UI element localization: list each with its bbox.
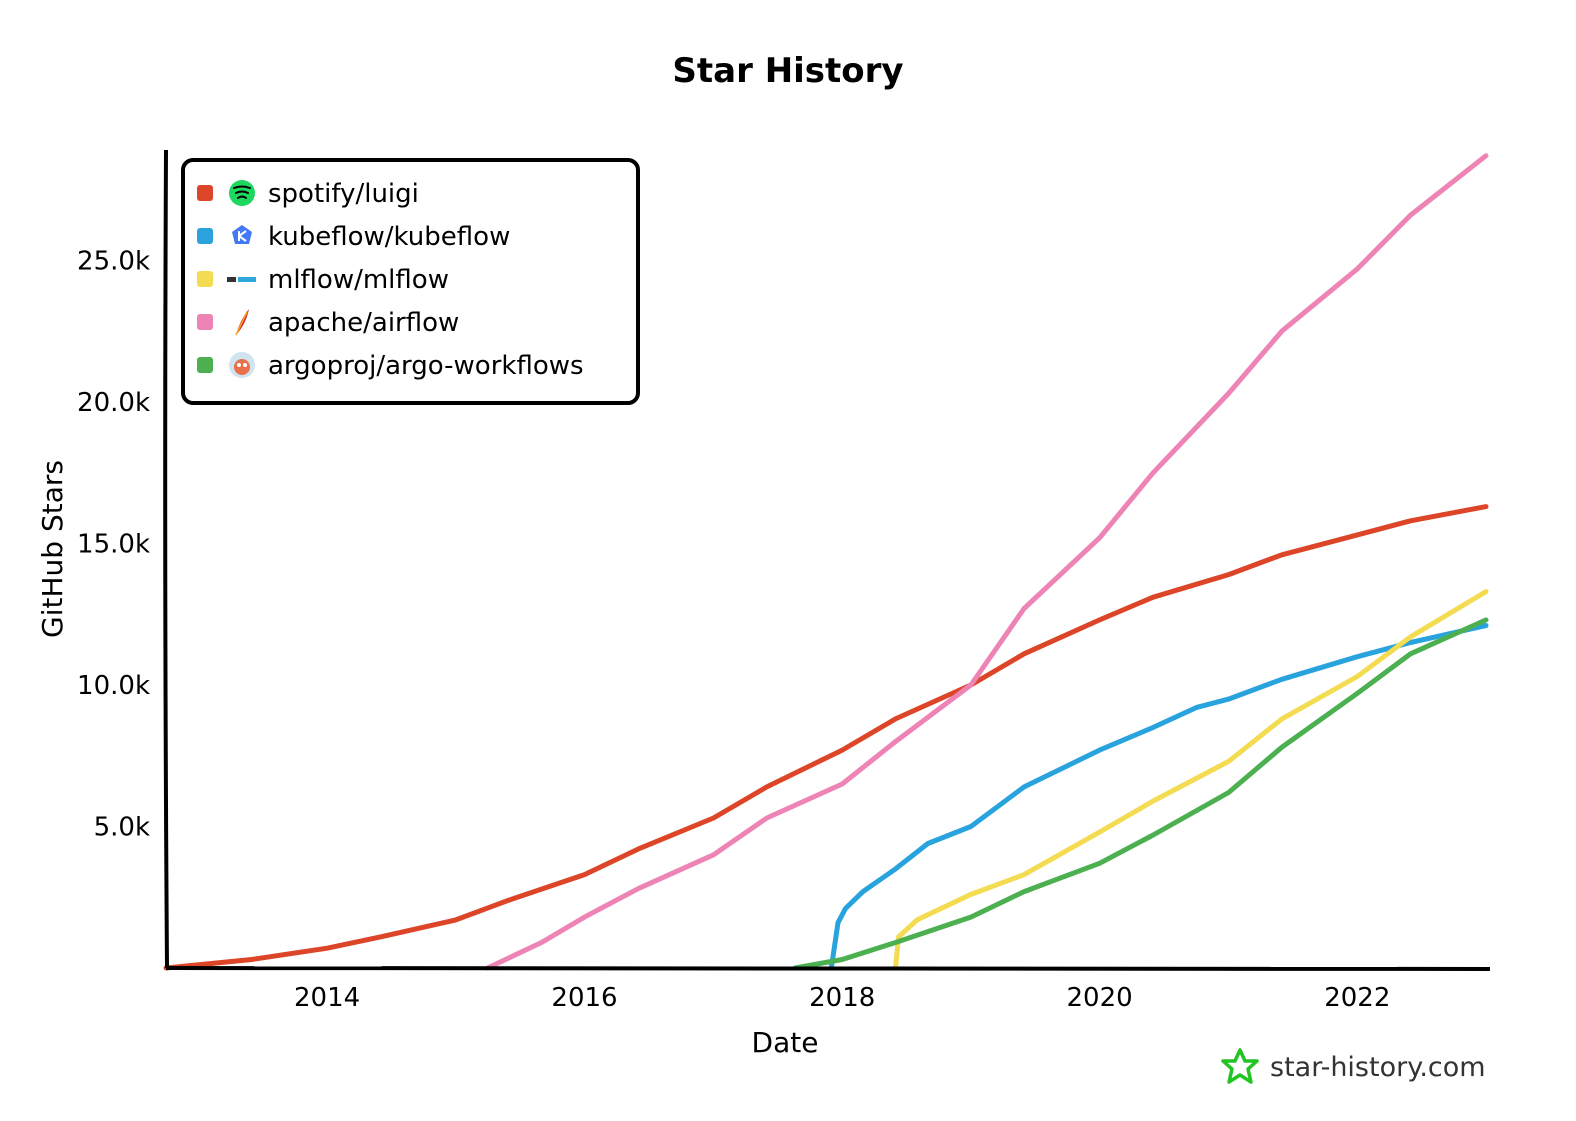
- x-tick-label: 2016: [551, 983, 617, 1013]
- kubeflow-logo-icon: [232, 225, 252, 244]
- series-line-argoproj-argo-workflows: [792, 617, 1489, 971]
- y-tick-label: 25.0k: [77, 246, 150, 276]
- y-tick-label: 10.0k: [77, 671, 150, 701]
- legend-label: apache/airflow: [268, 308, 459, 338]
- star-history-logo-icon: [1221, 1048, 1259, 1084]
- chart-title: Star History: [672, 51, 903, 91]
- legend: spotify/luigi kubeflow/kubeflow mlflow/mlf…: [181, 158, 640, 405]
- x-axis-line: [165, 965, 1491, 971]
- y-axis-line: [163, 149, 169, 969]
- y-axis-ticks: 5.0k 10.0k 15.0k 20.0k 25.0k: [77, 246, 150, 842]
- star-history-watermark[interactable]: star-history.com: [1221, 1048, 1486, 1084]
- legend-label: mlflow/mlflow: [268, 265, 449, 295]
- x-tick-label: 2014: [294, 983, 360, 1013]
- mlflow-logo-icon: [227, 277, 256, 282]
- watermark-text: star-history.com: [1270, 1052, 1486, 1083]
- x-tick-label: 2020: [1067, 983, 1133, 1013]
- legend-swatch: [197, 314, 213, 330]
- series-line-kubeflow-kubeflow: [828, 623, 1489, 971]
- legend-swatch: [197, 271, 213, 287]
- y-tick-label: 15.0k: [77, 529, 150, 559]
- legend-swatch: [197, 228, 213, 244]
- legend-label: spotify/luigi: [268, 179, 419, 209]
- x-tick-label: 2018: [809, 983, 875, 1013]
- x-axis-ticks: 2014 2016 2018 2020 2022: [294, 983, 1390, 1013]
- legend-item: kubeflow/kubeflow: [197, 222, 510, 252]
- y-tick-label: 5.0k: [94, 813, 150, 843]
- x-axis-label: Date: [752, 1026, 819, 1059]
- argo-logo-icon: [229, 352, 255, 378]
- legend-box: [181, 158, 640, 405]
- spotify-logo-icon: [229, 180, 255, 206]
- y-axis-label: GitHub Stars: [36, 460, 69, 638]
- series-line-apache-airflow: [485, 153, 1489, 971]
- legend-item: argoproj/argo-workflows: [197, 351, 584, 381]
- series-line-spotify-luigi: [163, 504, 1489, 971]
- series-layer: [163, 153, 1489, 971]
- legend-item: spotify/luigi: [197, 179, 419, 209]
- legend-swatch: [197, 185, 213, 201]
- apache-feather-icon: [235, 309, 249, 336]
- x-tick-label: 2022: [1324, 983, 1390, 1013]
- legend-swatch: [197, 357, 213, 373]
- legend-item: mlflow/mlflow: [197, 265, 449, 295]
- legend-item: apache/airflow: [197, 308, 459, 338]
- legend-label: kubeflow/kubeflow: [268, 222, 510, 252]
- y-tick-label: 20.0k: [77, 388, 150, 418]
- series-line-mlflow-mlflow: [893, 589, 1489, 971]
- legend-label: argoproj/argo-workflows: [268, 351, 584, 381]
